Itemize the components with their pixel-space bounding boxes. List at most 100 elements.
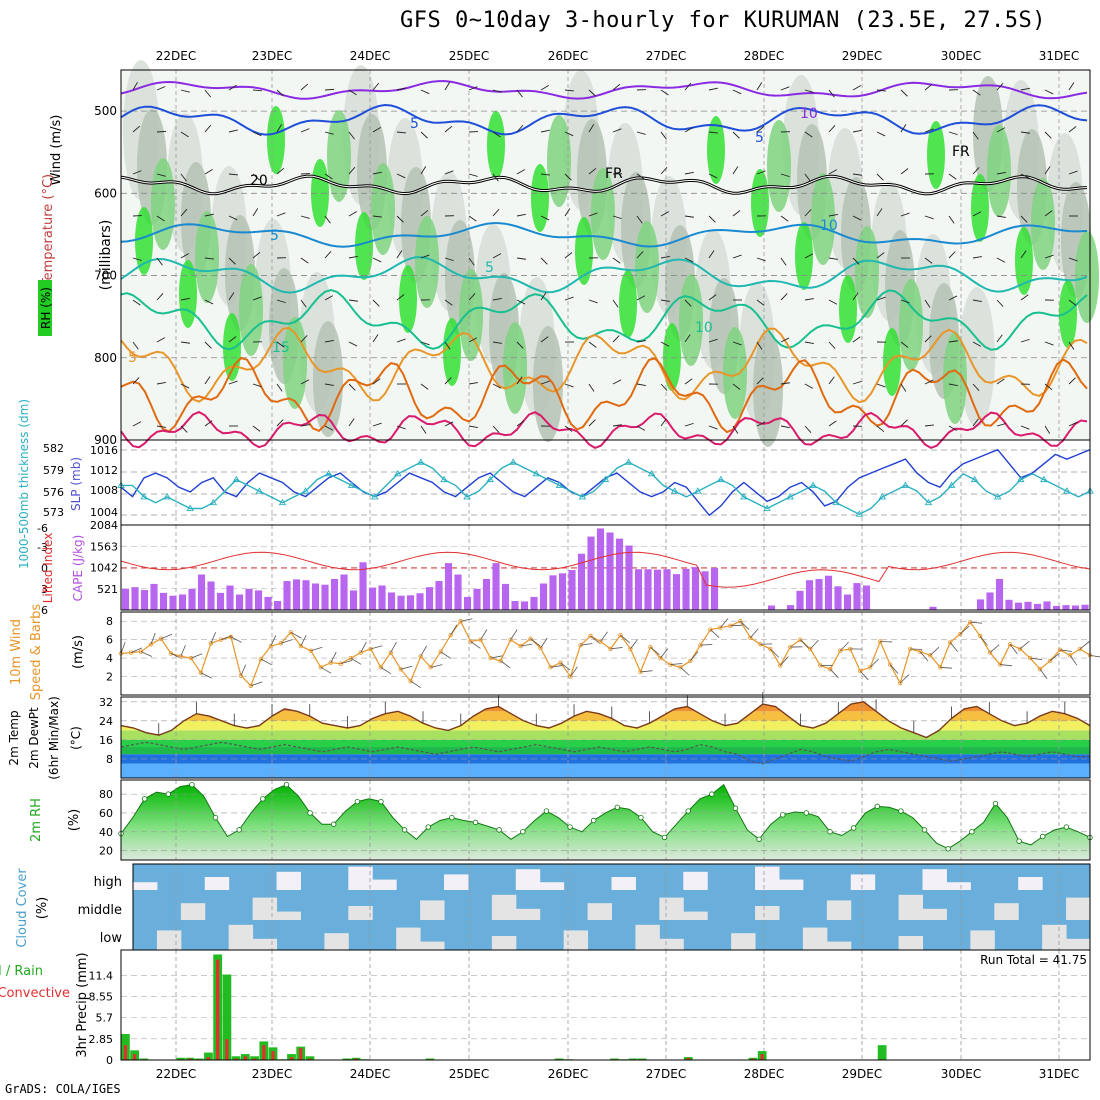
temp-contour (120, 356, 1088, 434)
wind-barb (1020, 250, 1027, 259)
x-tick-label: 23DEC (252, 1067, 292, 1081)
cape-bar (1043, 601, 1051, 610)
thickness-point (970, 475, 979, 483)
cape-bar (378, 585, 386, 610)
wind-barb (828, 341, 836, 349)
rh-shade (753, 331, 783, 447)
wind-barb (684, 422, 694, 427)
wind-barb (300, 379, 310, 385)
thickness-point (394, 469, 402, 477)
cape-bar (463, 596, 472, 610)
precip-conv-bar (299, 1048, 303, 1060)
wind-speed-point (508, 637, 513, 642)
wind-barb (180, 89, 190, 93)
wind-barb (156, 173, 166, 177)
slp-tick: 1004 (90, 506, 118, 519)
wind-speed-point (408, 678, 413, 684)
wind-barb (204, 168, 213, 175)
wind-barb (660, 211, 670, 217)
wind-barb (420, 131, 428, 139)
slp-tick: 1016 (90, 444, 118, 457)
wind-barb (732, 89, 742, 95)
wind-barb (972, 89, 981, 96)
axis-label-rh: RH (%) (39, 287, 53, 329)
wind-barb (560, 662, 571, 671)
cloud-cell (1066, 897, 1091, 920)
wind-barb (564, 383, 574, 388)
rh-point (236, 827, 242, 833)
wind-barb (650, 646, 660, 656)
li-tick: -3 (37, 541, 48, 554)
wind-barb (1000, 664, 1013, 667)
run-total-label: Run Total = 41.75 (980, 953, 1087, 967)
rh-point (260, 796, 266, 802)
wind-barb (780, 215, 789, 222)
wind-barb (800, 639, 809, 649)
wind-barb (852, 215, 862, 221)
rh-shade (619, 270, 637, 338)
x-tick-label: 22DEC (156, 49, 196, 63)
wind-barb (828, 299, 838, 305)
wind-barb (324, 215, 331, 224)
wind-barb (180, 341, 190, 344)
wind-speed-point (478, 637, 483, 642)
wind10m-panel: 2 4 6 8 10m Wind Speed & Barbs (m/s) (9, 604, 1100, 700)
rh-shade (547, 115, 571, 207)
wind-speed-point (858, 668, 863, 674)
wind-barb (516, 299, 526, 305)
cloud-cell (755, 906, 780, 920)
cape-bar (986, 592, 994, 610)
rh-shade (531, 164, 549, 232)
cloud-cell (611, 877, 636, 890)
wind-speed-point (418, 654, 423, 659)
wind-barb (1020, 294, 1029, 301)
wind-barb (444, 341, 451, 350)
cloud-cell (946, 882, 971, 890)
wind-barb (636, 251, 644, 259)
series-line-thickness (121, 461, 1091, 515)
rh-shade (987, 125, 1011, 217)
wind-barb (290, 631, 302, 639)
wind-barb (420, 341, 430, 346)
wind-barb (204, 213, 214, 217)
wind-barb (564, 252, 573, 259)
cape-bar (1081, 604, 1089, 610)
wind-speed-point (288, 630, 294, 635)
precip-conv-bar (206, 1057, 211, 1060)
thickness-point (370, 493, 379, 500)
wind-barb (240, 664, 247, 676)
thickness-point (140, 493, 148, 500)
axis-label-dewpt: 2m DewPt (27, 707, 41, 769)
series-line-slp (120, 448, 1091, 517)
wind-barb (252, 383, 262, 388)
wind-barb (540, 257, 548, 265)
wind-barb (979, 635, 988, 646)
wind-barb (640, 670, 653, 673)
li-tick: 0 (41, 562, 48, 575)
wind-barb (1044, 254, 1054, 259)
axis-label-thickness: 1000-500mb thickness (dm) (17, 399, 31, 569)
wind-speed-point (648, 644, 653, 650)
rh-point (732, 805, 739, 811)
rh-shade (151, 158, 175, 250)
wind-barb (756, 341, 763, 350)
precip-panel: 0 2.85 5.7 8.55 11.4 Run Total = 41.75 Total /… (0, 949, 1091, 1081)
contour-label: 5 (755, 130, 764, 146)
wind-barb (924, 215, 934, 220)
wind-barb (220, 635, 233, 641)
thickness-point (901, 481, 910, 488)
rh-line (120, 783, 1091, 850)
rh-point (827, 829, 833, 835)
cape-bar (767, 605, 776, 610)
wind-barb (708, 250, 715, 259)
precip-total-bar (176, 1057, 186, 1060)
wind-barb (684, 299, 692, 307)
cloud-cell (683, 911, 708, 920)
x-tick-label: 27DEC (646, 49, 686, 63)
wind-barb (684, 257, 694, 263)
wind-barb (876, 252, 885, 259)
cloud-cell (204, 877, 230, 890)
cape-bar (1052, 605, 1061, 610)
wind-barb (492, 131, 501, 138)
wind-barb (720, 618, 729, 628)
